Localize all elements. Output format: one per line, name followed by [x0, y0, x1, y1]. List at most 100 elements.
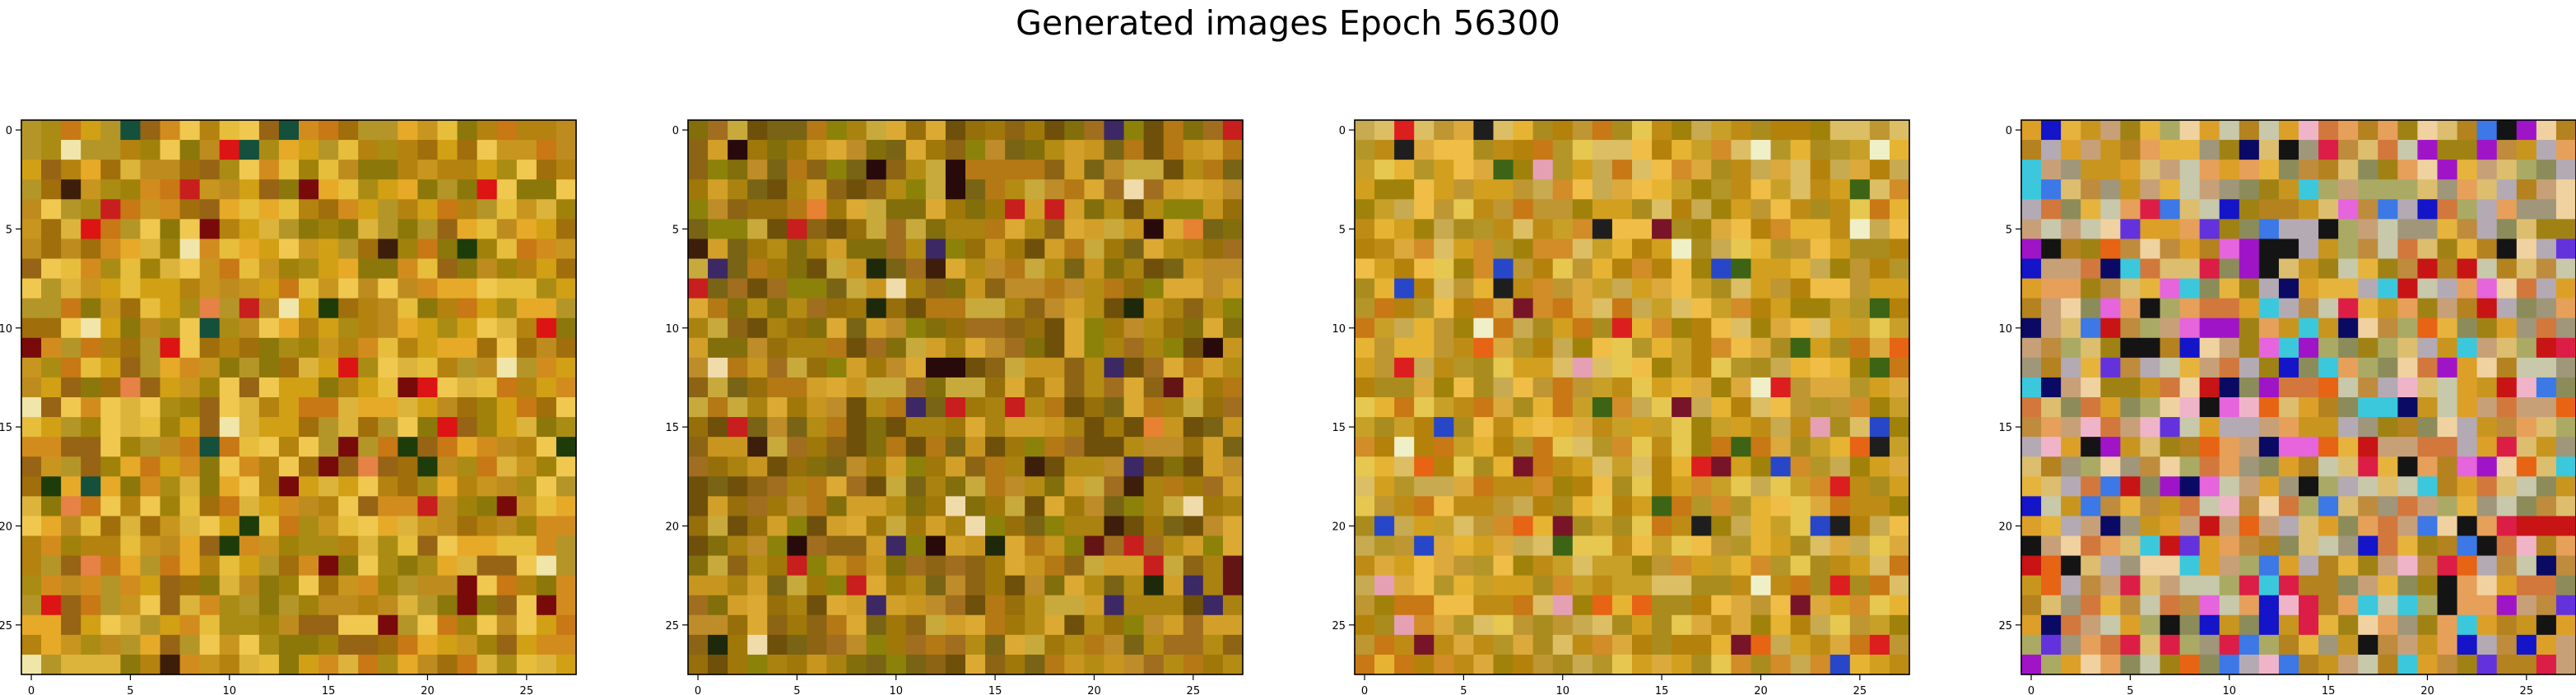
pixel-cell — [100, 120, 121, 141]
pixel-cell — [866, 397, 887, 418]
pixel-cell — [2299, 417, 2319, 438]
pixel-cell — [1453, 219, 1475, 240]
pixel-cell — [728, 160, 748, 180]
pixel-cell — [437, 337, 458, 359]
pixel-cell — [1711, 298, 1732, 319]
pixel-cell — [120, 476, 142, 497]
pixel-cell — [2417, 535, 2439, 557]
pixel-cell — [1849, 160, 1871, 180]
pixel-cell — [378, 614, 398, 636]
pixel-cell — [278, 239, 300, 260]
pixel-cell — [2199, 555, 2220, 577]
pixel-cell — [925, 140, 946, 160]
pixel-cell — [787, 614, 808, 636]
pixel-cell — [1592, 496, 1613, 517]
pixel-cell — [1672, 337, 1692, 359]
pixel-cell — [1592, 476, 1613, 497]
pixel-cell — [925, 516, 946, 537]
pixel-cell — [417, 317, 439, 339]
pixel-cell — [1592, 575, 1613, 596]
pixel-cell — [2100, 397, 2121, 418]
pixel-cell — [945, 199, 966, 220]
pixel-cell — [2536, 337, 2557, 359]
pixel-cell — [1394, 377, 1415, 398]
pixel-cell — [41, 634, 62, 656]
pixel-cell — [2555, 575, 2576, 596]
pixel-cell — [556, 614, 577, 636]
pixel-cell — [2496, 239, 2518, 260]
pixel-cell — [1810, 397, 1831, 418]
pixel-cell — [807, 219, 828, 240]
pixel-cell — [2358, 278, 2378, 299]
pixel-cell — [787, 239, 808, 260]
pixel-cell — [2496, 535, 2518, 557]
pixel-cell — [219, 496, 240, 517]
pixel-cell — [1434, 179, 1454, 200]
pixel-cell — [2219, 535, 2240, 557]
pixel-cell — [2219, 516, 2240, 537]
pixel-cell — [985, 120, 1006, 141]
pixel-cell — [2358, 476, 2378, 497]
pixel-cell — [2457, 377, 2478, 398]
pixel-cell — [41, 456, 62, 477]
pixel-cell — [536, 239, 557, 260]
pixel-cell — [747, 535, 768, 557]
pixel-cell — [338, 199, 359, 220]
pixel-cell — [457, 397, 478, 418]
pixel-cell — [708, 634, 728, 656]
pixel-cell — [319, 555, 339, 577]
pixel-cell — [2476, 535, 2498, 557]
pixel-cell — [219, 160, 240, 180]
y-tick-label: 25 — [665, 620, 679, 632]
pixel-cell — [2536, 140, 2557, 160]
pixel-cell — [1473, 555, 1495, 577]
pixel-cell — [417, 199, 439, 220]
pixel-cell — [2061, 120, 2081, 141]
pixel-cell — [2457, 397, 2478, 418]
pixel-cell — [358, 555, 379, 577]
pixel-cell — [1183, 298, 1204, 319]
pixel-cell — [2258, 278, 2280, 299]
pixel-cell — [61, 239, 81, 260]
pixel-cell — [1163, 595, 1184, 616]
pixel-cell — [2199, 298, 2220, 319]
pixel-cell — [747, 595, 768, 616]
pixel-cell — [1830, 298, 1851, 319]
pixel-cell — [826, 357, 848, 378]
pixel-cell — [1592, 357, 1613, 378]
pixel-cell — [496, 317, 518, 339]
pixel-cell — [1731, 377, 1752, 398]
pixel-cell — [826, 634, 848, 656]
pixel-cell — [2476, 239, 2498, 260]
pixel-cell — [886, 516, 907, 537]
pixel-cell — [1513, 377, 1534, 398]
pixel-cell — [1064, 278, 1086, 299]
pixel-cell — [319, 614, 339, 636]
pixel-cell — [1572, 417, 1593, 438]
pixel-cell — [477, 654, 498, 675]
pixel-cell — [1810, 595, 1831, 616]
pixel-cell — [120, 516, 142, 537]
pixel-cell — [61, 179, 81, 200]
pixel-cell — [1672, 575, 1692, 596]
pixel-cell — [2536, 456, 2557, 477]
pixel-cell — [2140, 258, 2161, 280]
pixel-cell — [1869, 278, 1890, 299]
pixel-cell — [1374, 317, 1395, 339]
pixel-cell — [1005, 258, 1025, 280]
pixel-cell — [787, 179, 808, 200]
pixel-cell — [1731, 654, 1752, 675]
pixel-cell — [2219, 634, 2240, 656]
pixel-cell — [2199, 456, 2220, 477]
pixel-cell — [925, 535, 946, 557]
pixel-cell — [2179, 417, 2201, 438]
pixel-cell — [1770, 496, 1792, 517]
pixel-cell — [1104, 456, 1125, 477]
pixel-cell — [41, 337, 62, 359]
pixel-cell — [160, 614, 181, 636]
pixel-cell — [1691, 239, 1712, 260]
pixel-cell — [905, 535, 927, 557]
pixel-cell — [536, 278, 557, 299]
pixel-cell — [807, 614, 828, 636]
